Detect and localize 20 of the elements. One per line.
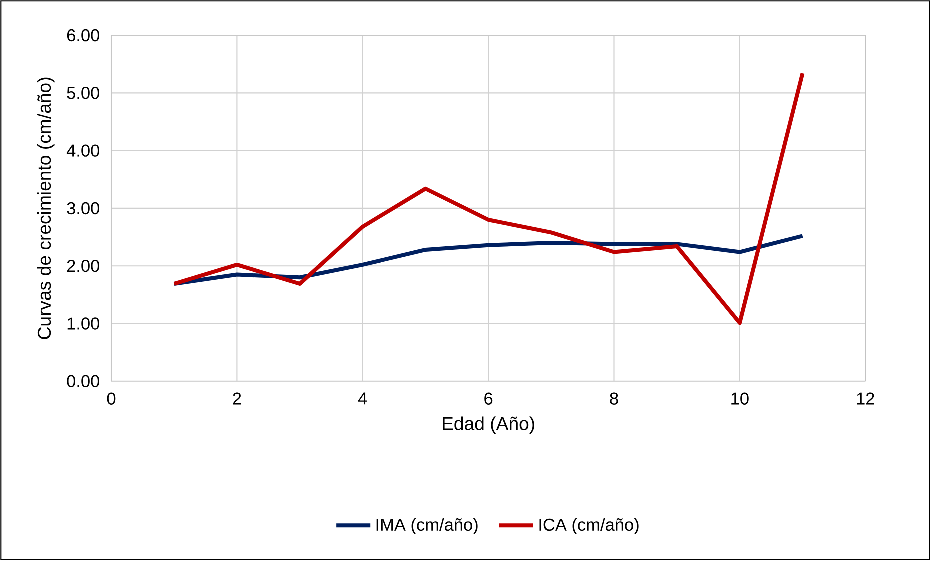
x-tick-label: 10 [732,392,749,405]
x-tick-label: 12 [857,392,874,405]
x-axis-title: Edad (Año) [443,416,534,434]
line-series [172,72,805,326]
y-tick-label: 0.00 [67,375,100,388]
y-tick-label: 6.00 [67,29,100,42]
x-tick-label: 0 [107,392,116,405]
x-tick-label: 8 [610,392,618,405]
y-tick-label: 5.00 [67,87,100,100]
y-tick-label: 2.00 [67,260,100,272]
line-series [172,234,805,286]
y-tick-label: 4.00 [66,144,100,157]
y-tick-label: 3.00 [67,202,100,215]
x-tick-label: 2 [233,392,242,405]
x-tick-label: 4 [358,392,368,405]
legend-label: IMA (cm/año) [376,518,478,535]
x-tick-label: 6 [484,392,493,405]
y-axis-title: Curvas de crecimiento (cm/año) [37,78,55,340]
legend-label: ICA (cm/año) [540,518,639,535]
y-tick-label: 1.00 [68,318,100,330]
